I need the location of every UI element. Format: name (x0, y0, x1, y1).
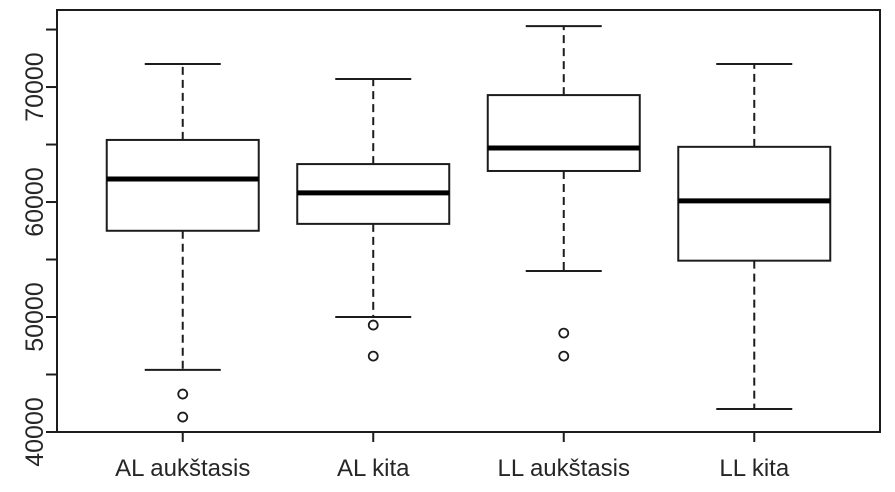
iqr-box (105, 138, 260, 232)
boxplot-group-2 (296, 77, 451, 362)
iqr-box (677, 145, 832, 262)
x-tick-label: AL aukštasis (115, 455, 250, 482)
outlier-point (177, 388, 189, 400)
y-tick-label: 50000 (21, 282, 49, 352)
boxplot-group-4 (677, 63, 832, 411)
outlier-point (558, 327, 570, 339)
iqr-box (486, 94, 641, 172)
boxplot-group-1 (105, 63, 260, 423)
outlier-point (177, 411, 189, 423)
y-tick-label: 60000 (21, 167, 49, 237)
outlier-point (558, 350, 570, 362)
outlier-point (367, 350, 379, 362)
x-tick-label: LL kita (719, 455, 789, 482)
plot-border (56, 9, 881, 433)
x-tick-label: AL kita (337, 455, 410, 482)
y-tick-label: 70000 (21, 52, 49, 122)
boxplot-group-3 (486, 25, 641, 362)
x-tick-label: LL aukštasis (497, 455, 630, 482)
outlier-point (367, 319, 379, 331)
y-tick-label: 40000 (21, 397, 49, 467)
